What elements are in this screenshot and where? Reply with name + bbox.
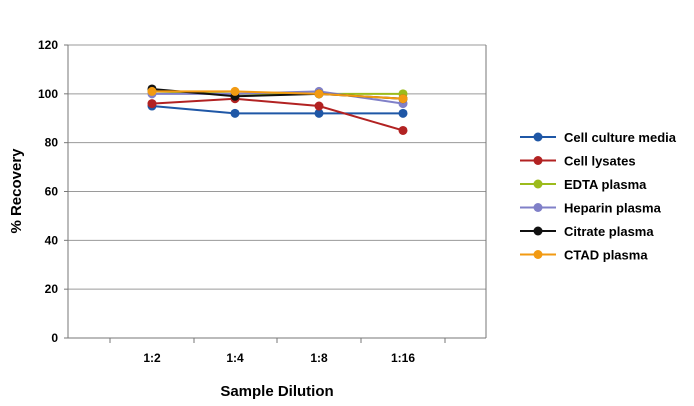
x-tick-label: 1:4 <box>226 351 244 365</box>
legend-item: Heparin plasma <box>520 201 662 216</box>
legend-marker <box>533 250 543 259</box>
y-tick-label: 80 <box>45 136 59 150</box>
x-axis-title: Sample Dilution <box>220 383 333 400</box>
y-tick-label: 60 <box>45 185 59 199</box>
data-point <box>398 125 408 135</box>
series-line <box>151 105 403 115</box>
legend-marker <box>533 226 543 236</box>
series-line <box>152 90 404 100</box>
legend-marker <box>533 203 543 212</box>
y-tick-label: 20 <box>45 282 59 296</box>
y-tick-label: 120 <box>38 38 58 52</box>
data-point <box>398 94 408 104</box>
legend-label: Heparin plasma <box>564 201 662 216</box>
data-point <box>147 99 157 109</box>
data-point <box>398 108 408 118</box>
legend-label: CTAD plasma <box>564 248 648 263</box>
y-tick-labels: 0 20 40 60 80 100 120 <box>38 38 58 345</box>
legend-marker <box>533 156 543 165</box>
legend-label: Cell culture media <box>564 130 677 145</box>
legend-marker <box>533 132 543 142</box>
series <box>147 84 408 135</box>
legend-marker <box>533 179 543 189</box>
series-group <box>147 101 408 118</box>
legend-item: Cell lysates <box>520 154 636 169</box>
y-tick-label: 100 <box>38 87 58 101</box>
data-point <box>230 108 240 118</box>
x-tick-label: 1:16 <box>391 351 415 365</box>
legend-item: EDTA plasma <box>520 177 647 192</box>
y-tick-label: 0 <box>51 331 58 345</box>
legend-label: Cell lysates <box>564 154 636 169</box>
legend-label: EDTA plasma <box>564 177 647 192</box>
x-tick-label: 1:8 <box>310 351 328 365</box>
data-point <box>147 86 157 96</box>
gridlines <box>64 44 486 339</box>
series-group <box>147 86 408 104</box>
legend-item: Citrate plasma <box>520 224 654 239</box>
legend-label: Citrate plasma <box>564 224 654 239</box>
series-line <box>151 97 404 132</box>
data-point <box>314 89 324 99</box>
legend-item: CTAD plasma <box>520 248 648 263</box>
y-tick-label: 40 <box>45 233 59 247</box>
legend: Cell culture media Cell lysates EDTA plasm… <box>520 130 677 263</box>
y-axis-title: % Recovery <box>8 148 25 234</box>
data-point <box>314 101 324 111</box>
x-tick-label: 1:2 <box>143 351 161 365</box>
legend-item: Cell culture media <box>520 130 677 145</box>
series-group <box>147 94 408 135</box>
data-point <box>314 108 324 118</box>
x-tick-labels: 1:2 1:4 1:8 1:16 <box>109 338 446 365</box>
data-point <box>230 86 240 96</box>
